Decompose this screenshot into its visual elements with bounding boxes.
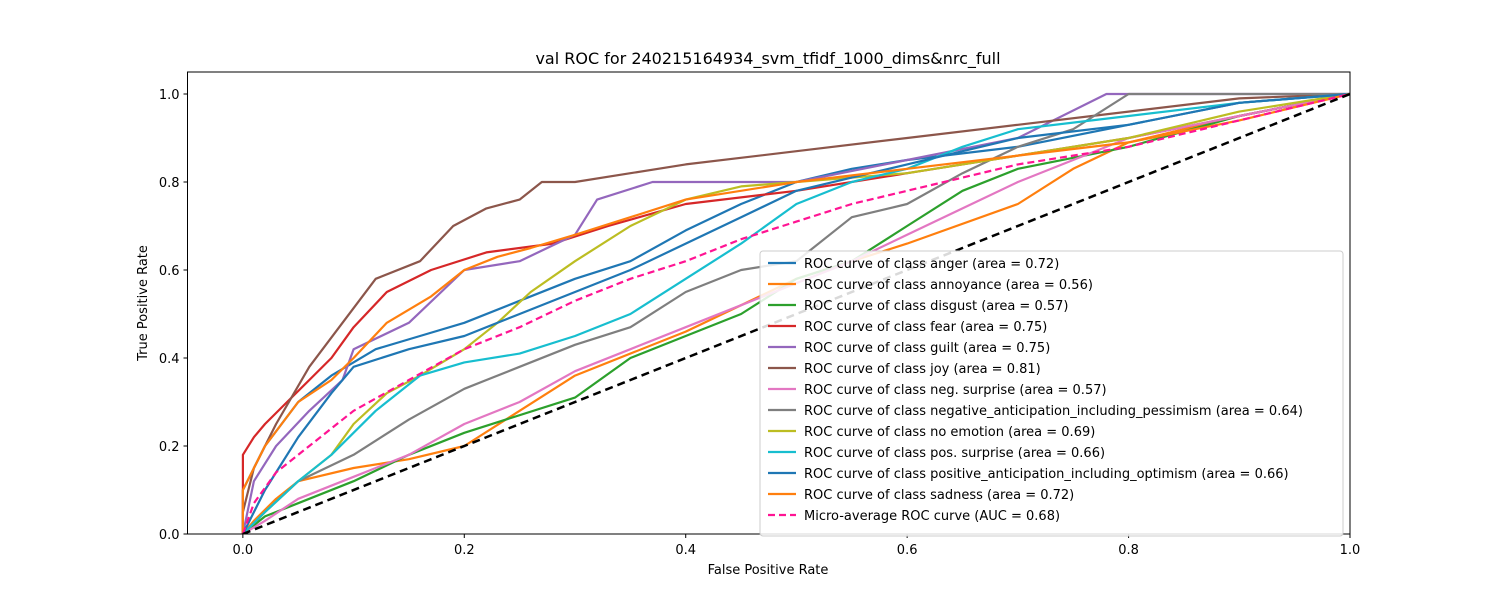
legend-label: ROC curve of class positive_anticipation… [804,467,1289,482]
x-axis: 0.0 0.2 0.4 0.6 0.8 1.0 [233,534,1361,558]
y-axis-title: True Positive Rate [136,245,151,362]
series-line-9 [242,92,1350,534]
x-tick-label: 1.0 [1340,543,1361,558]
legend-label: ROC curve of class negative_anticipation… [804,404,1303,419]
chart-title: val ROC for 240215164934_svm_tfidf_1000_… [535,49,1000,69]
series-line-4 [241,92,1350,534]
legend-label: ROC curve of class pos. surprise (area =… [804,446,1105,461]
legend-label: Micro-average ROC curve (AUC = 0.68) [804,509,1060,524]
y-tick-label: 0.4 [159,352,180,367]
legend-label: ROC curve of class annoyance (area = 0.5… [804,278,1093,293]
legend-label: ROC curve of class joy (area = 0.81) [804,362,1041,377]
legend-label: ROC curve of class neg. surprise (area =… [804,383,1107,398]
chance-diagonal-line [242,92,1350,534]
y-tick-label: 0.8 [159,176,180,191]
series-line-12 [241,92,1350,534]
series-line-5 [241,92,1350,534]
y-tick-label: 0.2 [159,440,180,455]
series-line-2 [242,92,1350,534]
series-line-6 [242,92,1350,534]
y-tick-label: 0.0 [159,528,180,543]
legend-label: ROC curve of class guilt (area = 0.75) [804,341,1050,356]
legend-label: ROC curve of class fear (area = 0.75) [804,320,1047,335]
legend-label: ROC curve of class disgust (area = 0.57) [804,299,1068,314]
legend: ROC curve of class anger (area = 0.72) RO… [759,250,1344,537]
x-tick-label: 0.2 [454,543,475,558]
legend-box [759,250,1344,537]
legend-label: ROC curve of class anger (area = 0.72) [804,257,1059,272]
series-line-10 [241,92,1350,534]
y-axis: 0.0 0.2 0.4 0.6 0.8 1.0 [159,88,188,543]
plot-area [241,92,1350,534]
x-tick-label: 0.6 [897,543,918,558]
x-tick-label: 0.8 [1118,543,1139,558]
legend-label: ROC curve of class no emotion (area = 0.… [804,425,1095,440]
y-tick-label: 0.6 [159,264,180,279]
x-axis-title: False Positive Rate [708,563,829,578]
x-tick-label: 0.4 [675,543,696,558]
x-tick-label: 0.0 [233,543,254,558]
legend-label: ROC curve of class sadness (area = 0.72) [804,488,1074,503]
y-tick-label: 1.0 [159,88,180,103]
series-line-11 [241,92,1350,534]
